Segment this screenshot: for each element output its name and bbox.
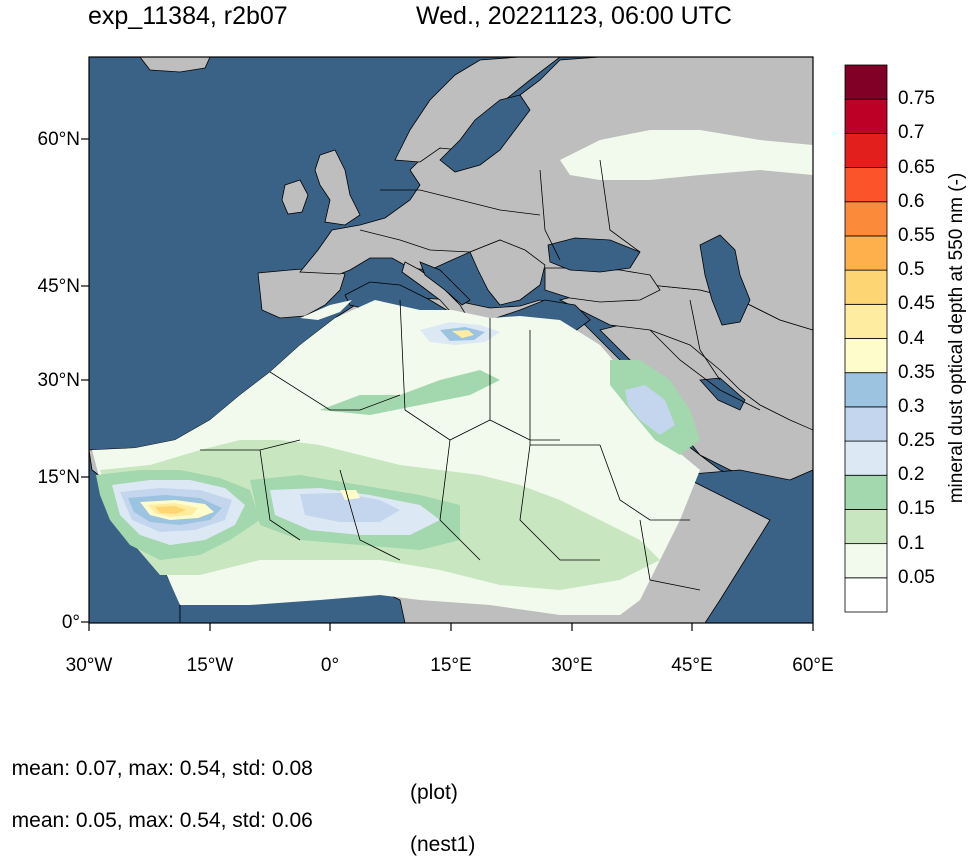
lon-tick-label: 45°E [671, 655, 713, 676]
persian-gulf [699, 377, 746, 411]
colorbar-level-label: 0.55 [898, 224, 935, 246]
lat-tick-label: 15°N [37, 467, 80, 488]
border-line [269, 371, 401, 411]
plot-title-right: Wed., 20221123, 06:00 UTC [416, 2, 732, 30]
colorbar-level-label: 0.6 [898, 190, 925, 212]
lat-tick-label: 60°N [37, 129, 80, 150]
dust-0-05-region-europe [560, 130, 813, 180]
lon-tick-marks [88, 623, 814, 631]
lat-tick-marks [81, 138, 89, 623]
colorbar-level-label: 0.15 [898, 498, 935, 520]
lon-tick-label: 30°W [65, 655, 113, 676]
lon-tick-label: 15°W [186, 655, 234, 676]
colorbar-swatch [844, 372, 888, 408]
colorbar-swatch [844, 64, 888, 100]
stats-plot-tag: (plot) [410, 781, 458, 804]
gulf-of-aden [678, 469, 813, 623]
colorbar-swatch [844, 577, 888, 613]
lat-tick-label: 0° [61, 612, 80, 633]
dust-0-5-region-west [155, 506, 186, 514]
stats-plot: mean: 0.07, max: 0.54, std: 0.08 (plot) [0, 733, 458, 805]
dust-0-25-region-sahel [300, 493, 400, 522]
adriatic-sea [419, 261, 471, 306]
border-line [639, 519, 701, 591]
lon-tick-label: 30°E [551, 655, 593, 676]
baltic-sea [439, 94, 531, 173]
colorbar-level-label: 0.7 [898, 122, 925, 144]
border-line [539, 169, 561, 261]
lat-tick-label: 30°N [37, 370, 80, 391]
colorbar-swatch [844, 474, 888, 510]
colorbar-swatch [844, 303, 888, 339]
colorbar-swatch [844, 338, 888, 374]
colorbar-swatch [844, 440, 888, 476]
colorbar-swatch [844, 98, 888, 134]
colorbar-level-label: 0.1 [898, 532, 925, 554]
lat-tick-label: 45°N [37, 276, 80, 297]
colorbar-swatch [844, 269, 888, 305]
border-line [380, 189, 541, 216]
colorbar-level-label: 0.75 [898, 88, 935, 110]
border-line [599, 159, 641, 253]
colorbar-level-label: 0.2 [898, 464, 925, 486]
border-line [399, 299, 491, 441]
border-line [519, 444, 600, 561]
land-ireland [281, 179, 309, 215]
border-line [649, 329, 761, 411]
colorbar-title: mineral dust optical depth at 550 nm (-) [946, 172, 967, 504]
border-line [359, 229, 471, 253]
border-line [439, 439, 481, 561]
plot-title-left: exp_11384, r2b07 [88, 2, 288, 30]
border-line [339, 469, 401, 561]
land-britain [314, 149, 361, 226]
colorbar-level-label: 0.4 [898, 327, 925, 349]
map-area [89, 57, 813, 623]
land-balkans [469, 239, 546, 306]
dust-map-figure [81, 56, 888, 631]
lon-tick-label: 0° [320, 655, 340, 676]
colorbar-level-label: 0.05 [898, 566, 935, 588]
dust-aod-field [92, 130, 813, 615]
colorbar-level-label: 0.5 [898, 259, 925, 281]
black-sea [547, 237, 641, 273]
colorbar-swatch [844, 201, 888, 237]
stats-nest: mean: 0.05, max: 0.54, std: 0.06 (nest1) [0, 785, 476, 857]
colorbar [844, 64, 888, 613]
colorbar-swatch [844, 509, 888, 545]
border-line [259, 449, 301, 541]
stats-nest-tag: (nest1) [410, 833, 476, 856]
border-line [689, 299, 721, 381]
border-line [599, 444, 690, 521]
colorbar-level-label: 0.3 [898, 395, 925, 417]
lon-tick-label: 15°E [430, 655, 472, 676]
land-scandinavia [394, 57, 561, 163]
country-borders [200, 159, 761, 591]
stats-plot-values: mean: 0.07, max: 0.54, std: 0.08 [11, 757, 313, 780]
lon-tick-label: 60°E [792, 655, 834, 676]
stats-nest-values: mean: 0.05, max: 0.54, std: 0.06 [11, 809, 313, 832]
colorbar-swatch [844, 543, 888, 579]
colorbar-level-label: 0.35 [898, 361, 935, 383]
colorbar-swatch [844, 132, 888, 168]
dust-0-4-region-sahel [340, 490, 360, 500]
dust-0-05-region-iberia [300, 300, 352, 320]
caspian-sea [699, 234, 751, 326]
land-iceland [139, 57, 211, 73]
colorbar-swatch [844, 235, 888, 271]
colorbar-level-label: 0.25 [898, 430, 935, 452]
dust-0-25-region-arabia [625, 385, 675, 435]
border-line [489, 318, 560, 441]
colorbar-level-label: 0.65 [898, 156, 935, 178]
colorbar-swatch [844, 406, 888, 442]
colorbar-swatch [844, 167, 888, 203]
dust-0-15-region-north [320, 370, 500, 415]
dust-0-45-region-libya [452, 330, 474, 338]
colorbar-level-label: 0.45 [898, 293, 935, 315]
